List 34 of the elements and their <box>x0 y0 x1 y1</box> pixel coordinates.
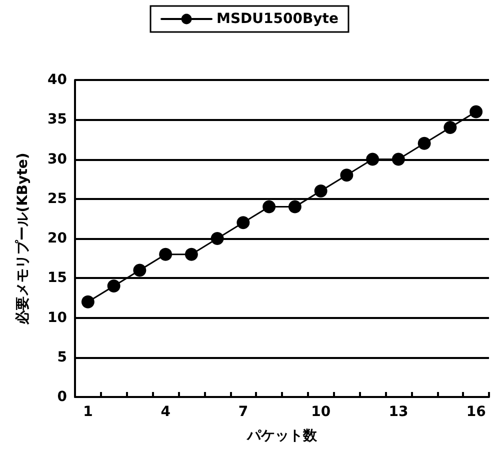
x-tick-label: 7 <box>238 404 248 420</box>
point <box>262 200 276 214</box>
legend-label: MSDU1500Byte <box>216 11 338 27</box>
x-tick-label: 16 <box>466 404 486 420</box>
point <box>470 105 483 118</box>
x-tick-label: 4 <box>160 404 171 420</box>
y-tick-label: 35 <box>48 112 67 128</box>
point <box>314 184 328 198</box>
point <box>392 152 405 166</box>
y-tick-label: 40 <box>48 72 68 88</box>
y-tick-label: 15 <box>48 270 67 286</box>
y-tick-label: 10 <box>48 310 68 326</box>
point <box>366 152 380 166</box>
x-axis-title: パケット数 <box>246 428 318 444</box>
y-tick-label: 25 <box>48 190 67 207</box>
x-tick-label: 10 <box>311 404 331 420</box>
y-tick-label: 5 <box>57 349 67 366</box>
point <box>340 168 354 182</box>
x-tick-label: 1 <box>83 404 93 420</box>
point <box>210 232 224 245</box>
point <box>288 200 302 214</box>
point <box>444 121 457 134</box>
point <box>159 248 172 261</box>
y-tick-label: 0 <box>57 389 68 405</box>
point <box>107 280 120 293</box>
point <box>133 264 146 277</box>
x-tick-label: 13 <box>388 404 408 420</box>
point <box>184 248 198 261</box>
y-tick-label: 30 <box>48 151 68 168</box>
y-tick-label: 20 <box>48 230 68 246</box>
point <box>81 295 94 308</box>
point <box>236 216 250 230</box>
y-axis-title: 必要メモリプール(KByte) <box>14 152 31 326</box>
point <box>418 136 431 150</box>
